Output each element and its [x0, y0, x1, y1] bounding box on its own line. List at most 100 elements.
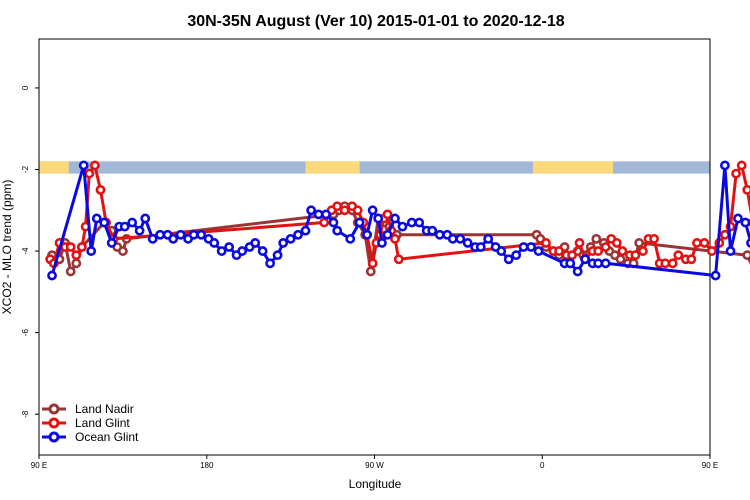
data-point-ocean-glint [106, 238, 117, 248]
legend-item-land-nadir: Land Nadir [42, 402, 134, 416]
legend-item-ocean-glint: Ocean Glint [42, 430, 139, 444]
data-point-land-glint [541, 238, 551, 248]
data-point-land-glint [567, 250, 577, 261]
data-point-land-glint [71, 250, 82, 261]
data-point-land-glint [617, 246, 628, 256]
y-axis: 0 -2 -4 -6 -8 [21, 85, 39, 418]
x-axis: 90 E 180 90 W 0 90 E [31, 455, 718, 470]
y-tick-label-4: -8 [21, 410, 30, 418]
data-point-ocean-glint [250, 238, 261, 248]
legend-item-land-glint: Land Glint [42, 416, 130, 430]
data-point-land-nadir [615, 254, 626, 265]
data-point-land-glint [95, 185, 106, 195]
data-point-ocean-glint [224, 242, 235, 252]
y-tick-label-2: -4 [21, 247, 30, 255]
y-axis-label: XCO2 - MLO trend (ppm) [0, 180, 14, 315]
data-point-land-glint [649, 233, 659, 244]
data-point-ocean-glint [278, 238, 289, 248]
data-point-ocean-glint [216, 246, 227, 256]
legend-label-ocean-glint: Ocean Glint [75, 430, 139, 444]
x-tick-label-3: 0 [540, 461, 545, 470]
legend-label-land-nadir: Land Nadir [75, 402, 134, 416]
data-point-land-glint [600, 242, 611, 252]
data-point-ocean-glint [196, 229, 207, 240]
data-point-ocean-glint [119, 221, 130, 232]
data-point-land-nadir [117, 246, 128, 256]
data-point-land-glint [686, 254, 697, 265]
data-point-land-glint [332, 201, 343, 212]
data-point-ocean-glint [313, 209, 324, 220]
data-point-land-glint [593, 246, 604, 256]
data-point-ocean-glint [600, 258, 611, 269]
data-point-ocean-glint [533, 246, 544, 256]
data-point-ocean-glint [354, 217, 365, 228]
data-point-ocean-glint [328, 217, 339, 228]
data-point-ocean-glint [475, 242, 486, 252]
y-tick-label-1: -2 [21, 165, 30, 173]
data-point-ocean-glint [518, 242, 529, 252]
data-point-ocean-glint [746, 238, 750, 248]
data-point-ocean-glint [257, 246, 268, 256]
data-point-ocean-glint [447, 233, 458, 244]
data-point-ocean-glint [188, 229, 199, 240]
data-point-ocean-glint [526, 242, 536, 252]
legend-label-land-glint: Land Glint [75, 416, 130, 430]
data-point-ocean-glint [565, 258, 576, 269]
data-point-ocean-glint [377, 238, 387, 248]
data-point-ocean-glint [390, 213, 400, 224]
data-point-land-glint [706, 246, 717, 256]
data-point-land-glint [720, 229, 730, 240]
data-point-land-glint [660, 258, 671, 269]
data-point-land-glint [630, 250, 641, 261]
data-point-land-nadir [634, 238, 645, 248]
x-axis-label: Longitude [349, 477, 402, 491]
data-point-land-nadir [365, 266, 376, 277]
data-point-ocean-glint [47, 270, 57, 281]
legend: Land Nadir Land Glint Ocean Glint [42, 402, 139, 444]
data-point-ocean-glint [572, 266, 583, 277]
land-band-segment-0 [39, 161, 69, 174]
data-point-ocean-glint [265, 258, 276, 269]
chart-title: 30N-35N August (Ver 10) 2015-01-01 to 20… [187, 13, 564, 30]
data-point-land-glint [76, 242, 87, 252]
data-point-land-glint [742, 185, 750, 195]
data-point-ocean-glint [332, 225, 343, 236]
data-point-land-nadir [742, 250, 750, 261]
data-point-land-glint [319, 217, 330, 228]
data-point-land-glint [65, 242, 76, 252]
data-point-ocean-glint [740, 217, 750, 228]
data-point-ocean-glint [168, 233, 179, 244]
data-point-ocean-glint [147, 233, 158, 244]
data-point-land-glint [352, 205, 363, 216]
y-tick-label-3: -6 [21, 329, 30, 337]
data-point-ocean-glint [86, 246, 97, 256]
data-point-ocean-glint [127, 217, 138, 228]
land-ocean-band [39, 161, 710, 174]
data-point-ocean-glint [406, 217, 417, 228]
data-point-land-glint [390, 233, 400, 244]
data-point-land-glint [382, 209, 393, 220]
data-point-ocean-glint [99, 217, 110, 228]
x-tick-label-2: 90 W [365, 461, 384, 470]
data-point-land-glint [638, 246, 648, 256]
data-point-ocean-glint [414, 217, 425, 228]
data-point-ocean-glint [362, 229, 372, 240]
data-point-land-glint [393, 254, 404, 265]
data-point-ocean-glint [321, 209, 331, 220]
x-tick-label-1: 180 [200, 461, 214, 470]
data-point-land-glint [731, 168, 741, 179]
x-tick-label-4: 90 E [702, 461, 718, 470]
data-point-ocean-glint [175, 229, 186, 240]
x-tick-label-0: 90 E [31, 461, 47, 470]
data-point-ocean-glint [503, 254, 514, 265]
data-point-land-glint [699, 238, 710, 248]
land-band-segment-2 [532, 161, 614, 174]
data-point-ocean-glint [237, 246, 248, 256]
data-point-ocean-glint [511, 250, 522, 261]
data-point-land-glint [736, 160, 747, 171]
data-point-ocean-glint [285, 233, 296, 244]
data-point-ocean-glint [733, 213, 743, 224]
data-point-ocean-glint [434, 229, 445, 240]
data-point-ocean-glint [272, 250, 283, 261]
data-point-ocean-glint [496, 246, 507, 256]
